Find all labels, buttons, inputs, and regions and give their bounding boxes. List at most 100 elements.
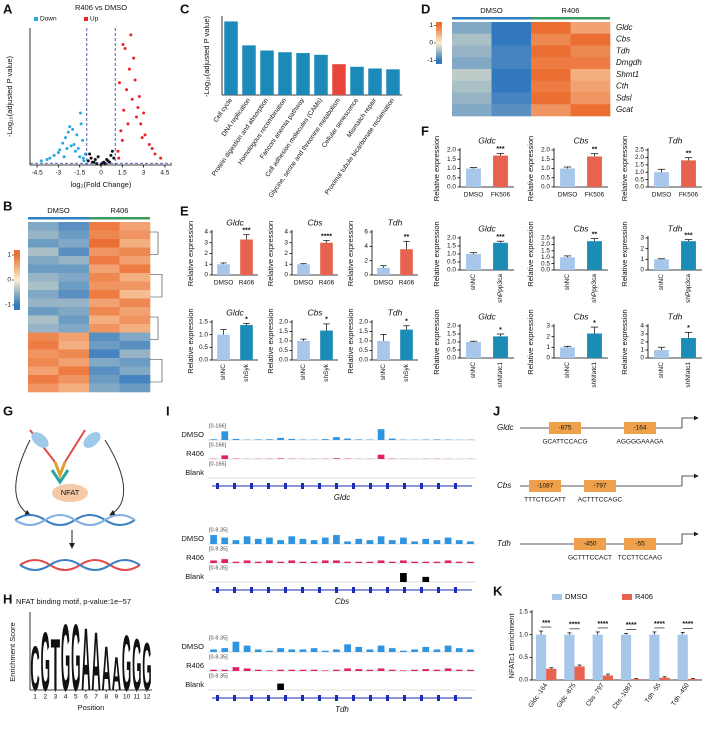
bar <box>217 264 230 275</box>
heatmap-cell <box>89 307 120 316</box>
signal-bar <box>243 645 251 652</box>
bar <box>681 160 696 187</box>
bar <box>574 666 585 680</box>
heatmap-cell <box>452 45 492 58</box>
heatmap-cell <box>28 366 59 376</box>
signal-bar <box>366 540 374 544</box>
signal-bar <box>344 668 351 671</box>
signal-bar <box>411 669 418 671</box>
heatmap-cell <box>58 366 90 376</box>
exon <box>352 587 355 593</box>
point <box>81 156 85 160</box>
x-tick-label: shSyk <box>403 363 410 381</box>
x-tick-label: 3 <box>54 694 58 701</box>
x-tick-label: shNC <box>470 274 477 291</box>
legend-swatch <box>34 17 38 21</box>
y-tick-label: 1.0 <box>447 339 456 346</box>
x-tick-label: shNC <box>220 364 227 381</box>
heatmap-cell <box>58 247 90 257</box>
signal-bar <box>210 649 217 652</box>
signal-bar <box>355 538 363 544</box>
exon <box>454 587 457 593</box>
y-tick-label: 0.5 <box>447 347 456 354</box>
gene-name: Gldc <box>497 423 513 432</box>
y-axis-label: Relative expression <box>620 309 629 374</box>
range-label: [0-9.35] <box>209 673 228 679</box>
x-tick-label: 1 <box>33 694 37 701</box>
y-tick-label: 1.5 <box>199 319 208 326</box>
x-tick-label: R406 <box>399 280 415 287</box>
heatmap-cell <box>89 247 120 257</box>
x-tick-label: 3 <box>142 170 146 177</box>
x-tick-label: shPpp3ca <box>497 274 504 303</box>
y-tick-label: 2.0 <box>279 319 288 326</box>
signal-bar <box>400 537 407 544</box>
heatmap-cell <box>119 281 151 291</box>
exon <box>437 695 440 701</box>
heatmap-cell <box>570 22 611 35</box>
panel-label: E <box>180 203 189 218</box>
exon <box>301 483 304 489</box>
y-tick-label: 3 <box>204 239 208 246</box>
y-axis-label: Relative expression <box>266 308 275 373</box>
chart-title: Gldc <box>478 223 496 233</box>
heatmap-cell <box>531 22 571 35</box>
signal-bar <box>221 648 229 652</box>
y-tick-label: 1.5 <box>447 331 456 338</box>
point <box>65 147 69 151</box>
chart-title: Cbs <box>573 135 589 145</box>
significance: *** <box>684 232 692 239</box>
signal-bar <box>243 668 251 671</box>
y-tick-label: 3 <box>546 323 550 330</box>
point <box>71 127 75 131</box>
bar <box>587 333 602 358</box>
heatmap-cell <box>28 222 59 231</box>
bar <box>649 634 660 680</box>
y-axis-label: -Log₁₀(adjusted P value) <box>5 56 14 137</box>
point <box>135 115 138 119</box>
exon <box>454 483 457 489</box>
signal-bar <box>333 437 340 440</box>
heatmap-cell <box>58 332 90 342</box>
y-tick-label: 0.0 <box>199 357 208 364</box>
x-tick-label: -4.5 <box>31 170 43 177</box>
signal-bar <box>232 540 240 544</box>
exon <box>318 587 321 593</box>
y-tick-label: 2 <box>284 250 288 257</box>
bar <box>620 634 632 680</box>
point <box>66 130 70 134</box>
y-tick-label: 1.5 <box>447 156 456 163</box>
heatmap-cell <box>89 341 120 350</box>
legend-label: Down <box>40 16 57 23</box>
y-tick-label: 0 <box>204 272 208 279</box>
binding-site <box>529 480 561 492</box>
chart-title: NFAT binding motif, p-value:1e−57 <box>16 597 131 606</box>
exon <box>233 587 236 593</box>
heatmap-cell <box>89 290 120 299</box>
y-tick-label: 1.5 <box>541 248 550 255</box>
y-tick-label: 0.5 <box>359 347 368 354</box>
signal-bar <box>355 561 363 563</box>
bar <box>400 329 413 360</box>
signal-bar <box>277 540 284 544</box>
bar <box>320 330 333 360</box>
heatmap-cell <box>58 264 90 274</box>
significance: * <box>687 325 690 332</box>
heatmap-cell <box>119 298 151 308</box>
bar <box>260 50 274 95</box>
signal-bar <box>344 561 351 563</box>
bar <box>546 668 557 680</box>
significance: *** <box>496 234 504 241</box>
heatmap-cell <box>119 349 151 359</box>
y-tick-label: 1.0 <box>279 338 288 345</box>
panel-label: A <box>3 1 13 16</box>
signal-bar <box>433 649 441 652</box>
point <box>112 156 116 160</box>
point <box>76 147 80 151</box>
heatmap-cell <box>119 332 151 342</box>
heatmap-cell <box>491 22 532 35</box>
range-label: [0-166] <box>209 442 227 448</box>
heatmap-cell <box>491 69 532 82</box>
signal-bar <box>344 438 351 440</box>
bar <box>224 21 238 95</box>
